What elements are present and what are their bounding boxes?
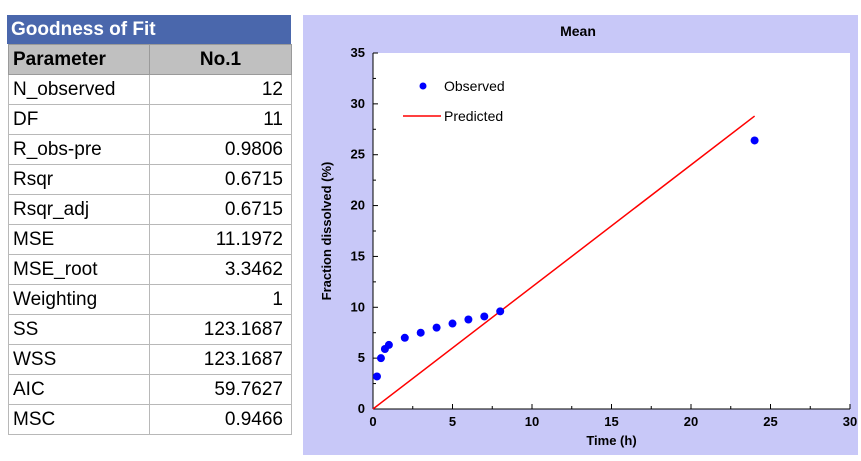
param-value: 0.6715: [149, 164, 292, 195]
y-tick-label: 35: [351, 45, 365, 60]
goodness-of-fit-table: Parameter No.1 N_observed 12 DF 11 R_obs-p…: [8, 44, 292, 435]
y-tick-label: 15: [351, 248, 365, 263]
param-value: 1: [149, 284, 292, 315]
param-name: SS: [8, 314, 150, 345]
y-tick-label: 30: [351, 96, 365, 111]
header-no1: No.1: [149, 44, 292, 75]
table-row: Rsqr 0.6715: [8, 164, 292, 195]
y-tick-label: 5: [358, 350, 365, 365]
param-value: 123.1687: [149, 344, 292, 375]
param-name: DF: [8, 104, 150, 135]
axes: 0 5 10 15 20 25 30 0 5 10 15 20 25 30 35: [351, 45, 858, 429]
param-name: AIC: [8, 374, 150, 405]
predicted-line: [372, 115, 756, 410]
param-name: Rsqr: [8, 164, 150, 195]
observed-point: [464, 315, 473, 324]
observed-point: [750, 136, 759, 145]
param-value: 11: [149, 104, 292, 135]
plot-area: [373, 53, 850, 409]
table-row: DF 11: [8, 104, 292, 135]
x-tick-label: 10: [525, 414, 539, 429]
table-header-row: Parameter No.1: [8, 44, 292, 75]
param-name: MSE: [8, 224, 150, 255]
observed-point: [432, 323, 441, 332]
observed-point: [376, 354, 385, 363]
param-name: MSC: [8, 404, 150, 435]
observed-point: [496, 307, 505, 316]
series-layer: [372, 115, 759, 410]
y-tick-label: 20: [351, 198, 365, 213]
x-tick-label: 0: [369, 414, 376, 429]
x-tick-label: 15: [604, 414, 618, 429]
table-row: N_observed 12: [8, 74, 292, 105]
param-value: 123.1687: [149, 314, 292, 345]
table-row: AIC 59.7627: [8, 374, 292, 405]
x-tick-label: 25: [763, 414, 777, 429]
x-tick-label: 30: [843, 414, 857, 429]
y-tick-label: 0: [358, 401, 365, 416]
header-parameter: Parameter: [8, 44, 150, 75]
observed-point: [384, 340, 393, 349]
x-tick-label: 5: [449, 414, 456, 429]
chart-panel: Mean Time (h) Fraction dissolved (%) 0 5 1…: [303, 15, 858, 455]
param-value: 12: [149, 74, 292, 105]
table-row: MSE_root 3.3462: [8, 254, 292, 285]
param-name: WSS: [8, 344, 150, 375]
x-axis-title: Time (h): [586, 433, 636, 448]
observed-point: [416, 328, 425, 337]
dissolution-chart: Mean Time (h) Fraction dissolved (%) 0 5 1…: [319, 23, 858, 448]
param-value: 3.3462: [149, 254, 292, 285]
observed-point: [480, 312, 489, 321]
table-row: SS 123.1687: [8, 314, 292, 345]
observed-point: [372, 372, 381, 381]
table-row: R_obs-pre 0.9806: [8, 134, 292, 165]
chart-title: Mean: [560, 23, 596, 39]
param-value: 0.9806: [149, 134, 292, 165]
table-row: MSC 0.9466: [8, 404, 292, 435]
y-tick-label: 10: [351, 299, 365, 314]
param-name: R_obs-pre: [8, 134, 150, 165]
x-tick-label: 20: [684, 414, 698, 429]
table-title: Goodness of Fit: [7, 15, 291, 44]
param-name: MSE_root: [8, 254, 150, 285]
legend-predicted-label: Predicted: [444, 108, 503, 124]
table-row: Rsqr_adj 0.6715: [8, 194, 292, 225]
y-tick-label: 25: [351, 147, 365, 162]
param-value: 0.9466: [149, 404, 292, 435]
param-name: Rsqr_adj: [8, 194, 150, 225]
param-name: Weighting: [8, 284, 150, 315]
observed-point: [400, 333, 409, 342]
table-row: Weighting 1: [8, 284, 292, 315]
legend-observed-label: Observed: [444, 78, 505, 94]
table-row: MSE 11.1972: [8, 224, 292, 255]
goodness-of-fit-panel: Goodness of Fit Parameter No.1 N_observe…: [7, 15, 292, 435]
param-value: 11.1972: [149, 224, 292, 255]
legend-observed-marker: [419, 82, 427, 90]
table-row: WSS 123.1687: [8, 344, 292, 375]
observed-point: [448, 319, 457, 328]
param-value: 0.6715: [149, 194, 292, 225]
param-value: 59.7627: [149, 374, 292, 405]
legend: Observed Predicted: [403, 78, 505, 124]
param-name: N_observed: [8, 74, 150, 105]
y-axis-title: Fraction dissolved (%): [319, 162, 334, 301]
